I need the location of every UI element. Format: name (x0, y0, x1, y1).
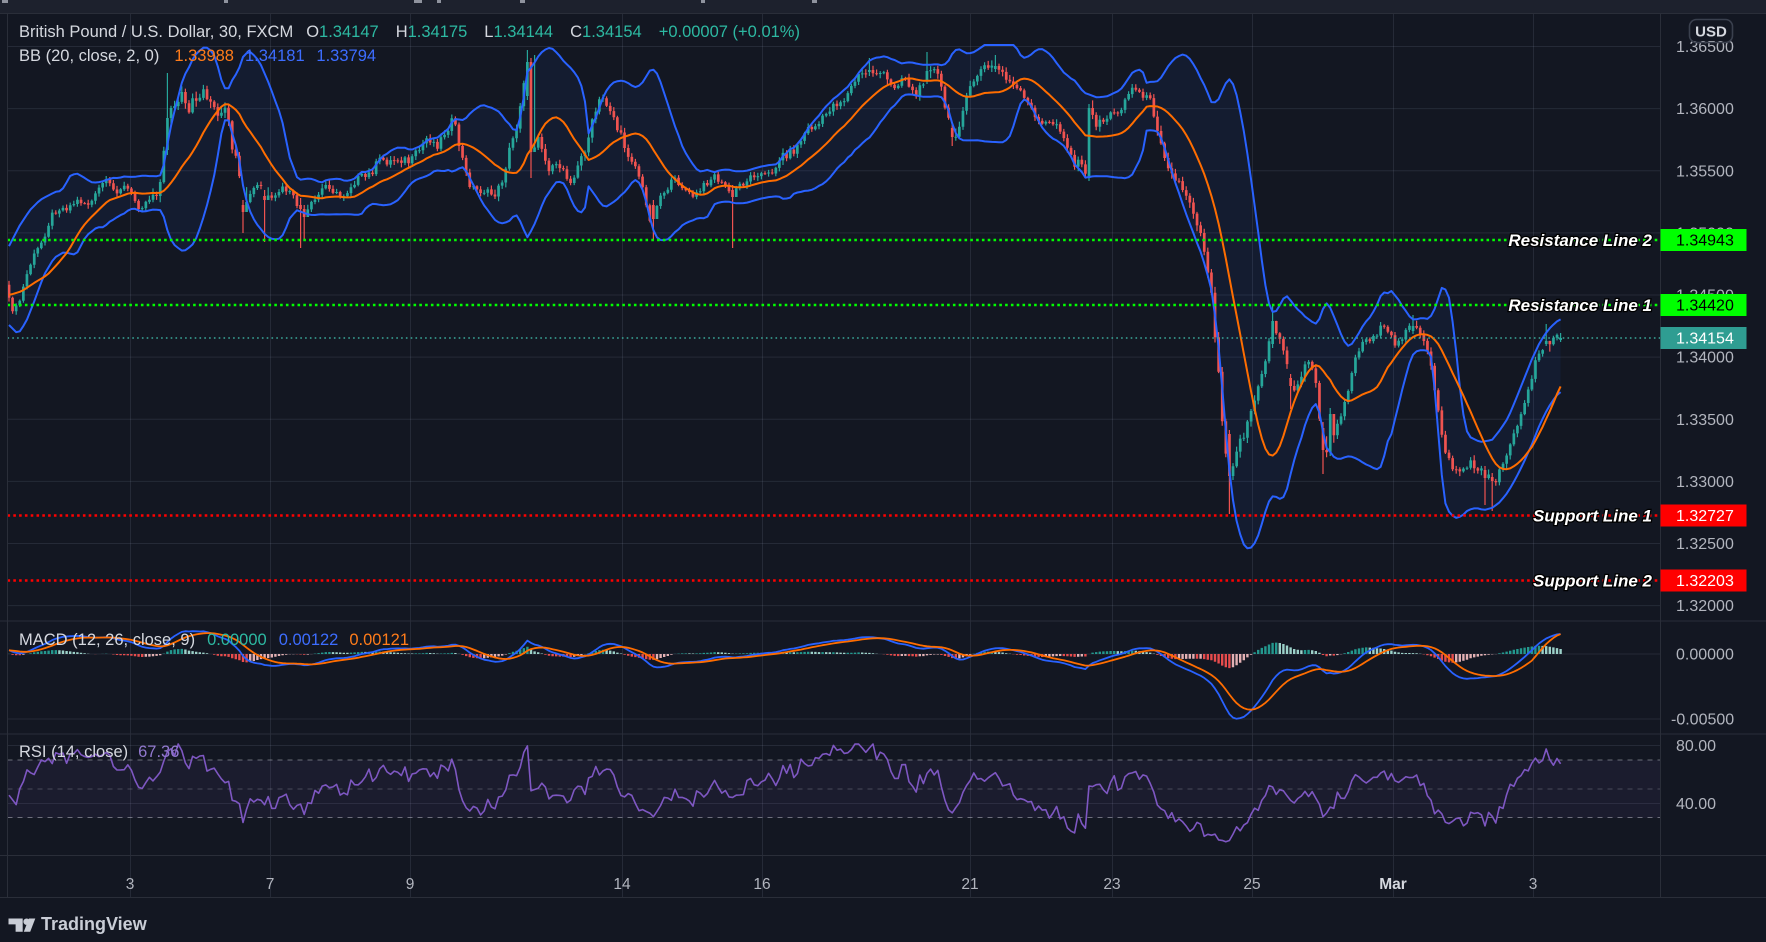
svg-text:21: 21 (961, 876, 978, 893)
svg-text:Support Line 1: Support Line 1 (1533, 507, 1652, 526)
svg-text:1.33500: 1.33500 (1676, 412, 1734, 429)
svg-text:3: 3 (1529, 876, 1538, 893)
svg-text:1.32203: 1.32203 (1676, 573, 1734, 590)
svg-text:Resistance Line 2: Resistance Line 2 (1508, 231, 1652, 250)
svg-text:1.34000: 1.34000 (1676, 350, 1734, 367)
svg-text:9: 9 (406, 876, 415, 893)
svg-text:1.32500: 1.32500 (1676, 536, 1734, 553)
svg-text:1.36500: 1.36500 (1676, 39, 1734, 56)
svg-text:1.36000: 1.36000 (1676, 101, 1734, 118)
svg-text:MACD (12, 26, close, 9)0.00000: MACD (12, 26, close, 9) 0.00000 0.00122 0.0… (19, 631, 409, 649)
svg-text:USD: USD (1695, 24, 1727, 41)
svg-text:23: 23 (1103, 876, 1120, 893)
svg-text:-0.00500: -0.00500 (1671, 712, 1734, 729)
svg-text:80.00: 80.00 (1676, 738, 1716, 755)
svg-text:3: 3 (126, 876, 135, 893)
svg-text:Mar: Mar (1379, 876, 1407, 893)
svg-text:British Pound / U.S. Dollar, 3: British Pound / U.S. Dollar, 30, FXCM O1.… (19, 23, 800, 41)
svg-text:1.35500: 1.35500 (1676, 163, 1734, 180)
svg-text:25: 25 (1243, 876, 1260, 893)
svg-text:1.34420: 1.34420 (1676, 298, 1734, 315)
svg-text:14: 14 (613, 876, 631, 893)
svg-text:RSI (14, close)67.36: RSI (14, close) 67.36 (19, 743, 179, 761)
svg-text:Support Line 2: Support Line 2 (1533, 572, 1653, 591)
svg-text:TradingView: TradingView (41, 914, 148, 934)
svg-text:1.32000: 1.32000 (1676, 598, 1734, 615)
svg-text:40.00: 40.00 (1676, 796, 1716, 813)
svg-text:Resistance Line 1: Resistance Line 1 (1508, 296, 1652, 315)
svg-text:0.00000: 0.00000 (1676, 647, 1734, 664)
svg-text:1.34943: 1.34943 (1676, 233, 1734, 250)
svg-text:1.32727: 1.32727 (1676, 508, 1734, 525)
svg-text:7: 7 (266, 876, 275, 893)
svg-text:16: 16 (753, 876, 770, 893)
svg-text:1.34154: 1.34154 (1676, 331, 1734, 348)
svg-text:1.33000: 1.33000 (1676, 474, 1734, 491)
